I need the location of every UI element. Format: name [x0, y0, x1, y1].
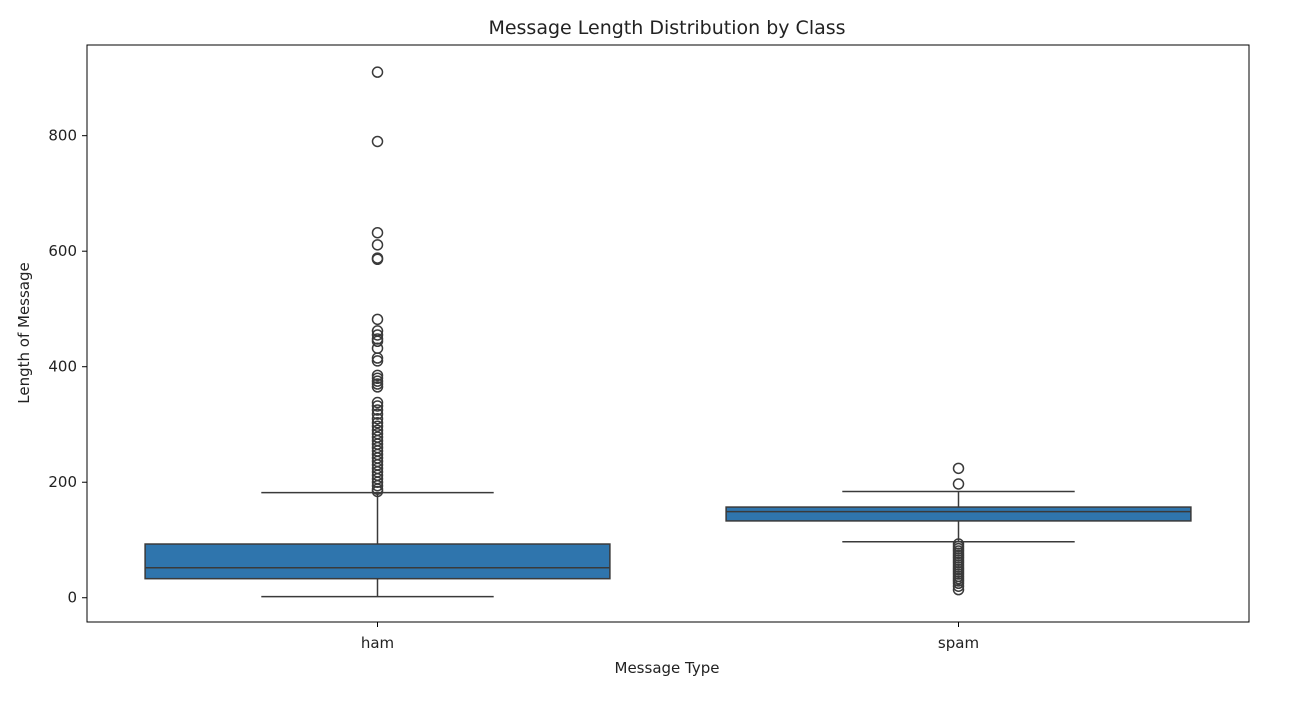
outlier-point: [371, 408, 384, 420]
outlier-point: [371, 412, 384, 425]
outlier-point: [371, 355, 384, 367]
plot-area-frame: [86, 44, 1250, 623]
outlier-point: [952, 583, 965, 596]
box-series: [144, 66, 1192, 598]
outlier-point: [371, 329, 384, 341]
y-tick-label: 0: [67, 589, 77, 607]
outlier-point: [952, 478, 965, 490]
box-spam: [725, 462, 1192, 596]
box-ham: [144, 66, 611, 598]
outlier-point: [371, 369, 384, 382]
outlier-point: [371, 226, 384, 239]
outlier-point: [371, 378, 384, 390]
outlier-point: [371, 485, 384, 498]
outlier-point: [371, 253, 384, 266]
iqr-box: [144, 543, 611, 580]
outlier-point: [371, 404, 384, 416]
outlier-point: [371, 66, 384, 78]
outlier-point: [371, 396, 384, 409]
x-axis: ham spam: [361, 622, 979, 652]
outlier-point: [371, 335, 384, 348]
outlier-point: [952, 462, 965, 475]
outlier-point: [371, 476, 384, 488]
outlier-point: [371, 375, 384, 387]
outlier-point: [371, 400, 384, 412]
y-tick-label: 800: [48, 127, 77, 145]
outlier-point: [371, 381, 384, 393]
outlier-point: [371, 239, 384, 251]
outlier-point: [371, 135, 384, 148]
outlier-point: [371, 372, 384, 385]
iqr-box: [725, 506, 1192, 522]
y-axis-label: Length of Message: [15, 262, 33, 403]
y-tick-label: 600: [48, 242, 77, 260]
outlier-point: [952, 580, 965, 592]
outlier-point: [371, 420, 384, 432]
y-tick-label: 400: [48, 358, 77, 376]
y-tick-label: 200: [48, 473, 77, 491]
y-axis: 0 200 400 600 800: [48, 127, 87, 607]
x-tick-label: spam: [938, 634, 979, 652]
x-axis-label: Message Type: [615, 659, 720, 677]
x-tick-label: ham: [361, 634, 394, 652]
outlier-point: [371, 479, 384, 492]
outlier-point: [371, 352, 384, 364]
outlier-point: [371, 416, 384, 429]
outlier-point: [371, 313, 384, 326]
chart-title: Message Length Distribution by Class: [488, 17, 845, 39]
outlier-point: [952, 577, 965, 590]
